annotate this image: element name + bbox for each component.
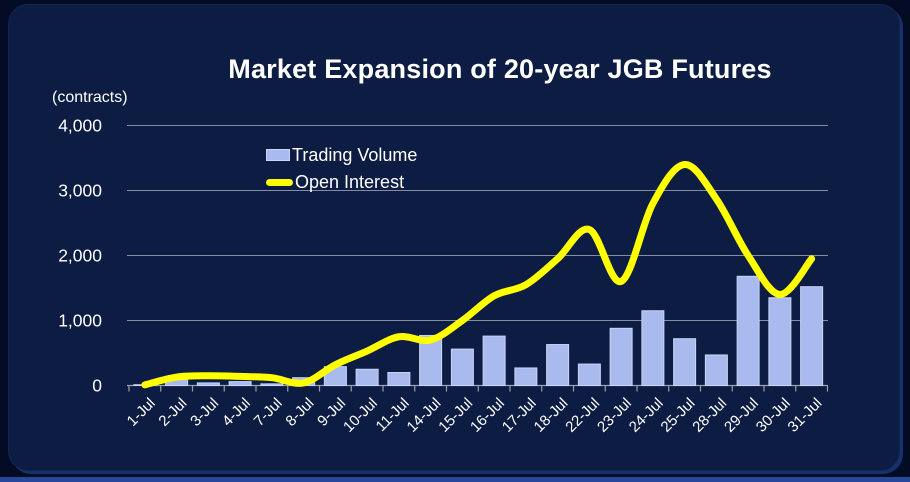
legend-label: Trading Volume (292, 145, 418, 165)
x-axis-tick-label: 23-Jul (594, 395, 635, 436)
trading-volume-bar (768, 297, 792, 386)
x-axis-tick-label: 22-Jul (562, 395, 603, 436)
open-interest-swatch-icon (266, 178, 293, 186)
trading-volume-bar (482, 335, 506, 387)
bottom-edge-line (0, 477, 910, 482)
y-axis-tick-label: 1,000 (58, 311, 102, 331)
y-axis-tick-label: 3,000 (58, 181, 102, 201)
trading-volume-bar (514, 367, 538, 387)
x-axis-tick-label: 17-Jul (499, 395, 540, 436)
x-axis-tick-label: 28-Jul (689, 395, 730, 436)
slide-card (8, 4, 900, 471)
x-axis-tick-label: 10-Jul (340, 395, 381, 436)
x-axis-tick-label: 15-Jul (435, 395, 476, 436)
x-axis-tick-label: 4-Jul (219, 395, 254, 430)
trading-volume-bar (577, 363, 601, 386)
trading-volume-bar (800, 286, 824, 387)
legend-item-open-interest: Open Interest (266, 170, 417, 194)
chart-title: Market Expansion of 20-year JGB Futures (228, 54, 772, 84)
trading-volume-bar (387, 372, 411, 386)
trading-volume-swatch-icon (266, 149, 290, 161)
trading-volume-bar (450, 348, 474, 387)
x-axis-tick-label: 14-Jul (404, 395, 445, 436)
y-axis-unit-label: (contracts) (52, 89, 128, 106)
x-axis-tick-label: 30-Jul (753, 395, 794, 436)
trading-volume-bar (355, 368, 379, 386)
x-axis-tick-label: 25-Jul (658, 395, 699, 436)
y-axis-tick-label: 0 (92, 376, 102, 396)
x-axis-tick-label: 2-Jul (155, 395, 190, 430)
open-interest-line (141, 161, 816, 389)
trading-volume-bar (228, 381, 252, 387)
x-axis-tick-label: 7-Jul (251, 395, 286, 430)
x-axis-tick-label: 18-Jul (531, 395, 572, 436)
legend-item-trading-volume: Trading Volume (266, 143, 417, 167)
x-axis-tick-label: 24-Jul (626, 395, 667, 436)
trading-volume-bar (196, 382, 220, 386)
x-axis-tick-label: 16-Jul (467, 395, 508, 436)
y-axis-tick-label: 2,000 (58, 246, 102, 266)
trading-volume-bar (673, 338, 697, 387)
y-axis-tick-label: 4,000 (58, 116, 102, 136)
trading-volume-bar (546, 344, 570, 386)
chart-legend: Trading Volume Open Interest (266, 143, 417, 194)
x-axis-tick-label: 29-Jul (721, 395, 762, 436)
x-axis-tick-label: 8-Jul (282, 395, 317, 430)
trading-volume-bar (641, 310, 665, 386)
x-axis-tick-label: 1-Jul (124, 395, 159, 430)
trading-volume-bar (419, 334, 443, 387)
legend-label: Open Interest (295, 172, 405, 192)
trading-volume-bar (609, 327, 633, 386)
x-axis-tick-label: 3-Jul (187, 395, 222, 430)
x-axis-tick-label: 31-Jul (785, 395, 826, 436)
trading-volume-bar (260, 383, 284, 386)
trading-volume-bar (736, 275, 760, 386)
trading-volume-bar (704, 354, 728, 387)
x-axis-tick-label: 11-Jul (373, 395, 413, 435)
